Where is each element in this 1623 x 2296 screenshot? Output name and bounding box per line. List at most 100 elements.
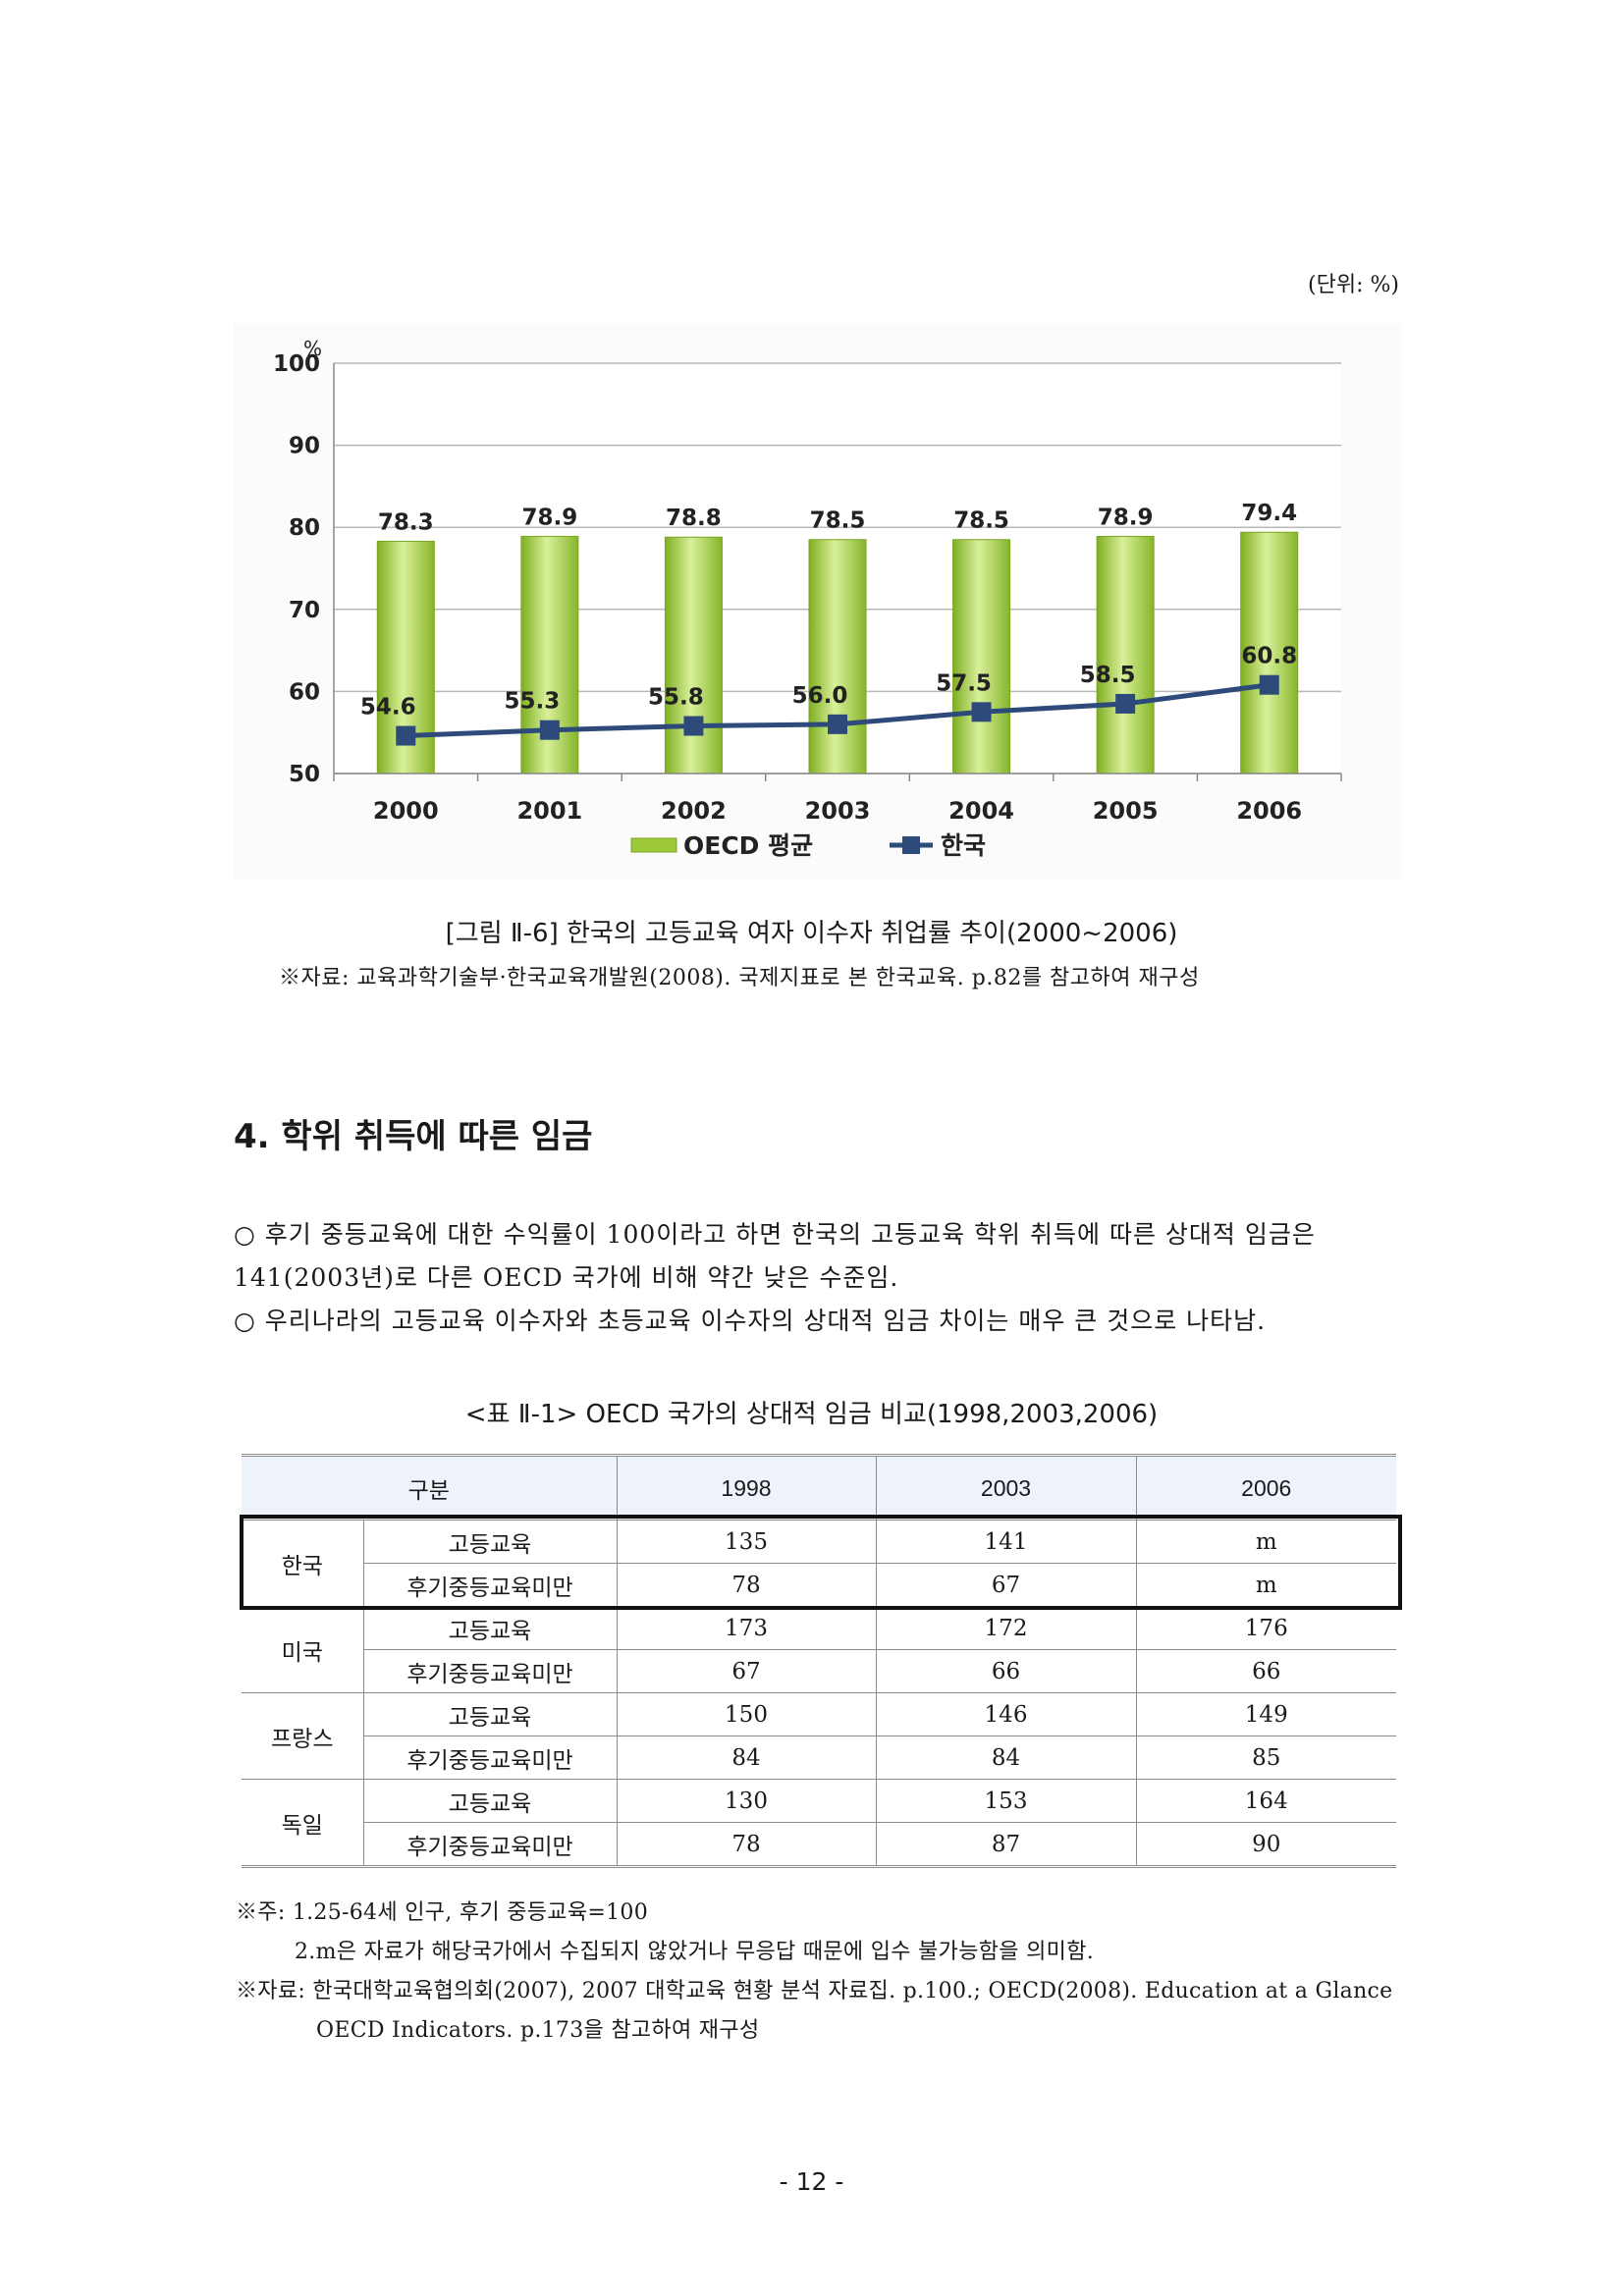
korea-point	[683, 716, 704, 736]
line-data-label: 57.5	[936, 670, 992, 696]
level-cell: 후기중등교육미만	[362, 1563, 617, 1607]
figure-source: ※자료: 교육과학기술부·한국교육개발원(2008). 국제지표로 본 한국교육…	[279, 966, 1200, 990]
value-cell: 149	[1135, 1692, 1396, 1736]
value-cell: m	[1135, 1520, 1396, 1564]
table-row: 미국 고등교육 173 172 176	[242, 1606, 1396, 1693]
table-row: 후기중등교육미만 67 66 66	[242, 1649, 1396, 1693]
level-cell: 후기중등교육미만	[362, 1822, 617, 1868]
y-axis-unit-label: %	[303, 337, 322, 360]
relative-wage-table: 구분 1998 2003 2006 한국 고등교육 135 141 m 후기중등…	[242, 1454, 1396, 1868]
paragraph: ○ 후기 중등교육에 대한 수익률이 100이라고 하면 한국의 고등교육 학위…	[234, 1220, 1316, 1292]
table-source: OECD Indicators. p.173을 참고하여 재구성	[316, 2018, 760, 2043]
header-year: 2003	[875, 1454, 1136, 1521]
legend-marker-korea	[902, 836, 920, 854]
paragraph: ○ 우리나라의 고등교육 이수자와 초등교육 이수자의 상대적 임금 차이는 매…	[234, 1307, 1267, 1335]
value-cell: 173	[616, 1606, 876, 1650]
bar	[1240, 531, 1299, 774]
level-cell: 고등교육	[362, 1779, 617, 1823]
korea-point	[1259, 674, 1279, 695]
value-cell: 85	[1135, 1735, 1396, 1780]
figure-caption: [그림 Ⅱ-6] 한국의 고등교육 여자 이수자 취업률 추이(2000~200…	[445, 919, 1178, 948]
unit-label: (단위: %)	[1308, 273, 1399, 297]
bar	[1096, 535, 1155, 774]
korea-highlight-box	[240, 1515, 1402, 1610]
level-cell: 후기중등교육미만	[362, 1735, 617, 1780]
country-cell: 프랑스	[242, 1692, 363, 1780]
legend-label-korea: 한국	[941, 831, 986, 860]
header-category: 구분	[242, 1454, 617, 1521]
korea-point	[1115, 693, 1136, 714]
korea-point	[828, 714, 847, 734]
value-cell: 84	[875, 1735, 1136, 1780]
bar-data-label: 78.9	[1098, 505, 1154, 530]
x-tick-label: 2000	[373, 797, 439, 825]
bar	[952, 539, 1011, 774]
y-tick-label: 100	[273, 351, 320, 377]
country-cell: 한국	[242, 1520, 363, 1607]
value-cell: 130	[616, 1779, 876, 1823]
value-cell: 150	[616, 1692, 876, 1736]
value-cell: 146	[875, 1692, 1136, 1736]
bar	[808, 539, 867, 774]
value-cell: 66	[1135, 1649, 1396, 1693]
x-tick-label: 2005	[1093, 797, 1159, 825]
x-tick-label: 2002	[661, 797, 727, 825]
section-heading: 4. 학위 취득에 따른 임금	[234, 1117, 593, 1156]
level-cell: 고등교육	[362, 1520, 617, 1564]
value-cell: 176	[1135, 1606, 1396, 1650]
level-cell: 고등교육	[362, 1606, 617, 1650]
table-note: ※주: 1.25-64세 인구, 후기 중등교육=100	[236, 1900, 649, 1925]
value-cell: 84	[616, 1735, 876, 1780]
country-cell: 미국	[242, 1606, 363, 1693]
value-cell: 153	[875, 1779, 1136, 1823]
value-cell: 78	[616, 1563, 876, 1607]
bar	[664, 536, 723, 774]
value-cell: 66	[875, 1649, 1136, 1693]
country-cell: 독일	[242, 1779, 363, 1868]
bar-data-label: 78.3	[378, 509, 434, 535]
level-cell: 고등교육	[362, 1692, 617, 1736]
employment-rate-chart: 78.3 78.9 78.8 78.5 78.5 78.9 79.4 54.6 55.3 55.8…	[273, 337, 1342, 860]
line-data-label: 54.6	[360, 695, 416, 721]
korea-point	[539, 720, 560, 740]
y-tick-label: 80	[289, 515, 320, 541]
level-cell: 후기중등교육미만	[362, 1649, 617, 1693]
korea-point	[396, 725, 416, 746]
legend-label-oecd: OECD 평균	[683, 831, 813, 860]
line-data-label: 55.3	[504, 689, 560, 715]
x-tick-label: 2004	[948, 797, 1014, 825]
header-year: 2006	[1135, 1454, 1396, 1521]
value-cell: 90	[1135, 1822, 1396, 1868]
header-year: 1998	[616, 1454, 876, 1521]
y-tick-label: 60	[289, 679, 320, 705]
value-cell: 135	[616, 1520, 876, 1564]
value-cell: 67	[875, 1563, 1136, 1607]
bar-data-label: 78.5	[810, 508, 866, 534]
value-cell: 87	[875, 1822, 1136, 1868]
table-row: 프랑스 고등교육 150 146 149	[242, 1692, 1396, 1780]
legend-swatch-oecd	[630, 837, 677, 853]
x-tick-label: 2001	[516, 797, 582, 825]
x-tick-label: 2006	[1236, 797, 1302, 825]
line-data-label: 58.5	[1080, 663, 1136, 688]
x-tick-label: 2003	[805, 797, 871, 825]
korea-point	[971, 702, 992, 722]
line-data-label: 55.8	[648, 685, 704, 711]
table-caption: <표 Ⅱ-1> OECD 국가의 상대적 임금 비교(1998,2003,200…	[464, 1400, 1159, 1429]
value-cell: 164	[1135, 1779, 1396, 1823]
bar-data-label: 78.8	[666, 506, 722, 531]
table-row: 후기중등교육미만 84 84 85	[242, 1735, 1396, 1780]
table-row: 독일 고등교육 130 153 164	[242, 1779, 1396, 1868]
y-tick-label: 50	[289, 762, 320, 787]
line-data-label: 60.8	[1241, 644, 1297, 669]
value-cell: 67	[616, 1649, 876, 1693]
bar-data-label: 78.9	[521, 505, 577, 530]
table-row: 후기중등교육미만 78 87 90	[242, 1822, 1396, 1868]
bar-data-label: 78.5	[953, 508, 1009, 534]
bar-data-label: 79.4	[1241, 501, 1297, 526]
table-note: 2.m은 자료가 해당국가에서 수집되지 않았거나 무응답 때문에 입수 불가능…	[295, 1940, 1095, 1964]
y-tick-label: 90	[289, 434, 320, 459]
line-data-label: 56.0	[792, 683, 848, 709]
table-source: ※자료: 한국대학교육협의회(2007), 2007 대학교육 현황 분석 자료…	[236, 1979, 1393, 2003]
value-cell: 78	[616, 1822, 876, 1868]
